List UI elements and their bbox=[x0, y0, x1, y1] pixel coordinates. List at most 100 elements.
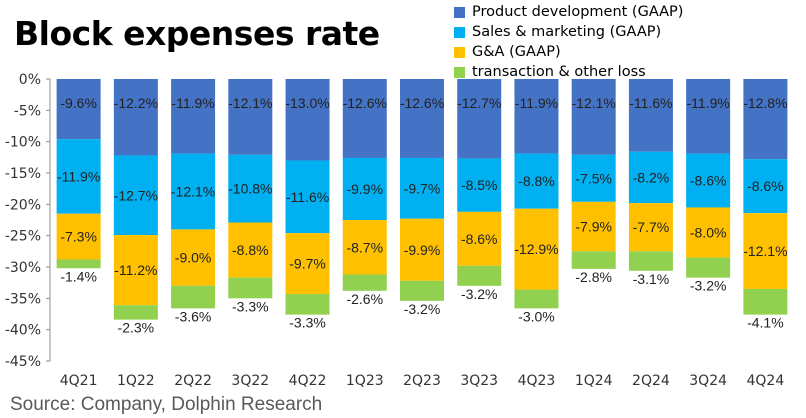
data-label: -11.9% bbox=[515, 95, 558, 111]
data-label: -8.8% bbox=[232, 242, 269, 258]
legend-swatch bbox=[454, 46, 465, 58]
data-label: -3.3% bbox=[232, 298, 269, 314]
bar-segment bbox=[514, 289, 559, 309]
source-note: Source: Company, Dolphin Research bbox=[10, 394, 323, 415]
bar-segment bbox=[686, 79, 731, 154]
data-label: -12.8% bbox=[743, 95, 787, 111]
data-label: -7.7% bbox=[633, 219, 670, 235]
data-label: -7.3% bbox=[60, 229, 97, 245]
x-tick-label: 2Q22 bbox=[174, 373, 212, 389]
bar-segment bbox=[171, 153, 216, 230]
data-label: -9.0% bbox=[175, 250, 212, 266]
y-tick-label: -5% bbox=[14, 103, 41, 119]
y-tick-label: -40% bbox=[5, 323, 41, 339]
data-label: -12.1% bbox=[228, 95, 272, 111]
data-label: -3.2% bbox=[461, 286, 498, 302]
bar-segment bbox=[285, 293, 330, 315]
bar-segment bbox=[400, 157, 444, 219]
bar-segment bbox=[56, 79, 101, 140]
data-label: -8.0% bbox=[690, 225, 727, 241]
legend-label: transaction & other loss bbox=[472, 64, 646, 80]
bar-segment bbox=[171, 79, 216, 154]
y-tick-label: -30% bbox=[5, 260, 41, 276]
data-label: -12.7% bbox=[114, 187, 158, 203]
chart-title: Block expenses rate bbox=[14, 14, 380, 53]
bar-segment bbox=[686, 207, 731, 258]
bar-segment bbox=[342, 220, 387, 275]
data-label: -9.9% bbox=[404, 242, 441, 258]
bar-segment bbox=[113, 235, 158, 306]
data-label: -7.5% bbox=[575, 170, 612, 186]
data-label: -7.9% bbox=[575, 219, 612, 235]
data-label: -3.2% bbox=[404, 301, 441, 317]
bar-segment bbox=[56, 139, 101, 214]
legend-label: G&A (GAAP) bbox=[472, 44, 561, 60]
x-tick-label: 2Q23 bbox=[403, 373, 441, 389]
data-label: -11.2% bbox=[114, 262, 157, 278]
x-tick-label: 3Q23 bbox=[460, 373, 498, 389]
data-label: -8.2% bbox=[633, 169, 670, 185]
y-tick-label: 0% bbox=[19, 72, 41, 88]
bar-segment bbox=[743, 213, 788, 289]
data-label: -9.7% bbox=[289, 256, 326, 272]
data-label: -13.0% bbox=[285, 95, 329, 111]
bar-segment bbox=[628, 151, 673, 204]
y-tick-label: -15% bbox=[5, 166, 41, 182]
y-tick-label: -45% bbox=[5, 354, 41, 370]
bar-segment bbox=[56, 213, 101, 260]
legend-item: G&A (GAAP) bbox=[454, 42, 683, 62]
data-label: -11.9% bbox=[57, 168, 100, 184]
legend-swatch bbox=[454, 66, 465, 78]
data-label: -10.8% bbox=[228, 181, 272, 197]
bar-segment bbox=[400, 280, 444, 301]
bar-segment bbox=[514, 208, 559, 290]
bar-segment bbox=[628, 251, 673, 271]
bar-segment bbox=[113, 305, 158, 320]
legend-item: transaction & other loss bbox=[454, 62, 683, 82]
legend-item: Product development (GAAP) bbox=[454, 2, 683, 22]
data-label: -11.9% bbox=[171, 95, 214, 111]
data-label: -12.1% bbox=[743, 243, 787, 259]
bar-segment bbox=[743, 288, 788, 315]
bar-segment bbox=[628, 203, 673, 252]
data-label: -11.6% bbox=[629, 95, 672, 111]
bar-segment bbox=[571, 251, 616, 269]
data-label: -8.5% bbox=[461, 177, 498, 193]
data-label: -12.2% bbox=[114, 95, 158, 111]
legend-label: Product development (GAAP) bbox=[472, 4, 684, 20]
bar-segment bbox=[285, 233, 330, 294]
bar-segment bbox=[285, 79, 330, 161]
data-label: -12.6% bbox=[400, 95, 444, 111]
data-label: -3.6% bbox=[175, 308, 212, 324]
data-label: -8.6% bbox=[461, 231, 498, 247]
legend: Product development (GAAP) Sales & market… bbox=[454, 2, 683, 82]
data-label: -11.9% bbox=[686, 95, 729, 111]
bar-segment bbox=[686, 257, 731, 278]
bar-segment bbox=[457, 158, 502, 212]
bar-segment bbox=[457, 265, 502, 286]
bar-segment bbox=[514, 79, 559, 154]
bar-segment bbox=[686, 153, 731, 208]
bar-segment bbox=[228, 222, 273, 278]
data-label: -3.2% bbox=[690, 278, 727, 294]
y-tick-label: -10% bbox=[5, 135, 41, 151]
data-label: -9.6% bbox=[60, 95, 97, 111]
legend-item: Sales & marketing (GAAP) bbox=[454, 22, 683, 42]
bar-segment bbox=[400, 79, 444, 158]
legend-swatch bbox=[454, 6, 465, 18]
data-label: -12.7% bbox=[457, 95, 501, 111]
data-label: -12.9% bbox=[514, 241, 558, 257]
bar-segment bbox=[457, 211, 502, 266]
y-tick-label: -35% bbox=[5, 291, 41, 307]
bar-segment bbox=[571, 79, 616, 155]
bar-segment bbox=[342, 79, 387, 158]
legend-swatch bbox=[454, 26, 465, 38]
data-label: -2.8% bbox=[575, 269, 612, 285]
data-label: -3.1% bbox=[633, 271, 670, 287]
data-label: -12.6% bbox=[343, 95, 387, 111]
x-tick-label: 4Q23 bbox=[518, 373, 556, 389]
x-tick-label: 4Q22 bbox=[289, 373, 327, 389]
data-label: -2.6% bbox=[346, 291, 383, 307]
x-tick-label: 4Q24 bbox=[747, 373, 785, 389]
